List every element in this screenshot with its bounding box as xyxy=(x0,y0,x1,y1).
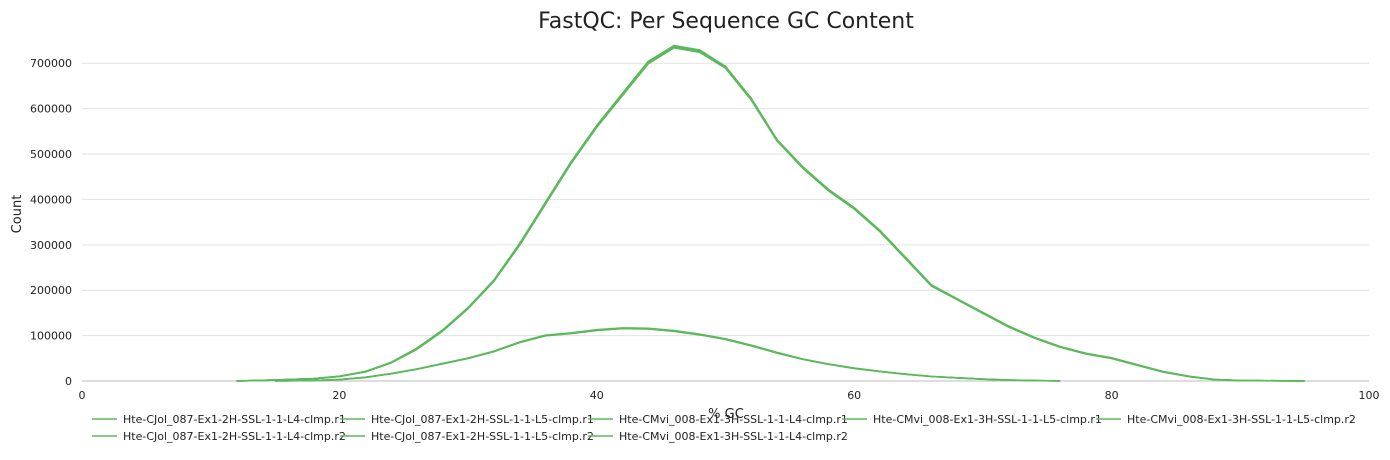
chart-title: FastQC: Per Sequence GC Content xyxy=(538,9,914,34)
y-tick-label: 0 xyxy=(65,375,72,388)
series-line xyxy=(236,44,1305,382)
y-tick-label: 100000 xyxy=(30,330,72,343)
gridlines xyxy=(82,62,1369,337)
series-line xyxy=(236,46,1305,382)
legend-entry: Hte-CJol_087-Ex1-2H-SSL-1-1-L4-clmp.r2 xyxy=(123,430,346,443)
x-tick-label: 60 xyxy=(847,389,861,402)
series-line xyxy=(274,327,1061,382)
series-lines xyxy=(236,44,1305,382)
x-tick-label: 0 xyxy=(79,389,86,402)
y-tick-label: 500000 xyxy=(30,148,72,161)
legend-entry: Hte-CMvi_008-Ex1-3H-SSL-1-1-L5-clmp.r1 xyxy=(873,413,1102,426)
x-tick-label: 20 xyxy=(332,389,346,402)
y-axis-label: Count xyxy=(10,195,25,234)
legend: Hte-CJol_087-Ex1-2H-SSL-1-1-L4-clmp.r1 Ht… xyxy=(92,413,1356,443)
x-tick-label: 100 xyxy=(1359,389,1380,402)
legend-entry: Hte-CJol_087-Ex1-2H-SSL-1-1-L5-clmp.r1 xyxy=(371,413,594,426)
y-tick-label: 400000 xyxy=(30,193,72,206)
y-axis-ticks: 0 100000 200000 300000 400000 500000 600000 700… xyxy=(30,57,72,388)
legend-entry: Hte-CJol_087-Ex1-2H-SSL-1-1-L5-clmp.r2 xyxy=(371,430,594,443)
legend-entry: Hte-CMvi_008-Ex1-3H-SSL-1-1-L4-clmp.r2 xyxy=(619,430,848,443)
y-tick-label: 600000 xyxy=(30,103,72,116)
y-tick-label: 700000 xyxy=(30,57,72,70)
legend-entry: Hte-CMvi_008-Ex1-3H-SSL-1-1-L5-clmp.r2 xyxy=(1127,413,1356,426)
x-tick-label: 80 xyxy=(1105,389,1119,402)
x-tick-label: 40 xyxy=(590,389,604,402)
legend-entry: Hte-CJol_087-Ex1-2H-SSL-1-1-L4-clmp.r1 xyxy=(123,413,346,426)
y-tick-label: 200000 xyxy=(30,284,72,297)
series-line xyxy=(236,45,1305,382)
y-tick-label: 300000 xyxy=(30,239,72,252)
series-line xyxy=(236,46,1305,382)
x-axis-label: % GC xyxy=(708,407,744,422)
series-line xyxy=(236,46,1305,382)
legend-entry: Hte-CMvi_008-Ex1-3H-SSL-1-1-L4-clmp.r1 xyxy=(619,413,848,426)
x-axis-ticks: 0 20 40 60 80 100 xyxy=(79,389,1380,402)
